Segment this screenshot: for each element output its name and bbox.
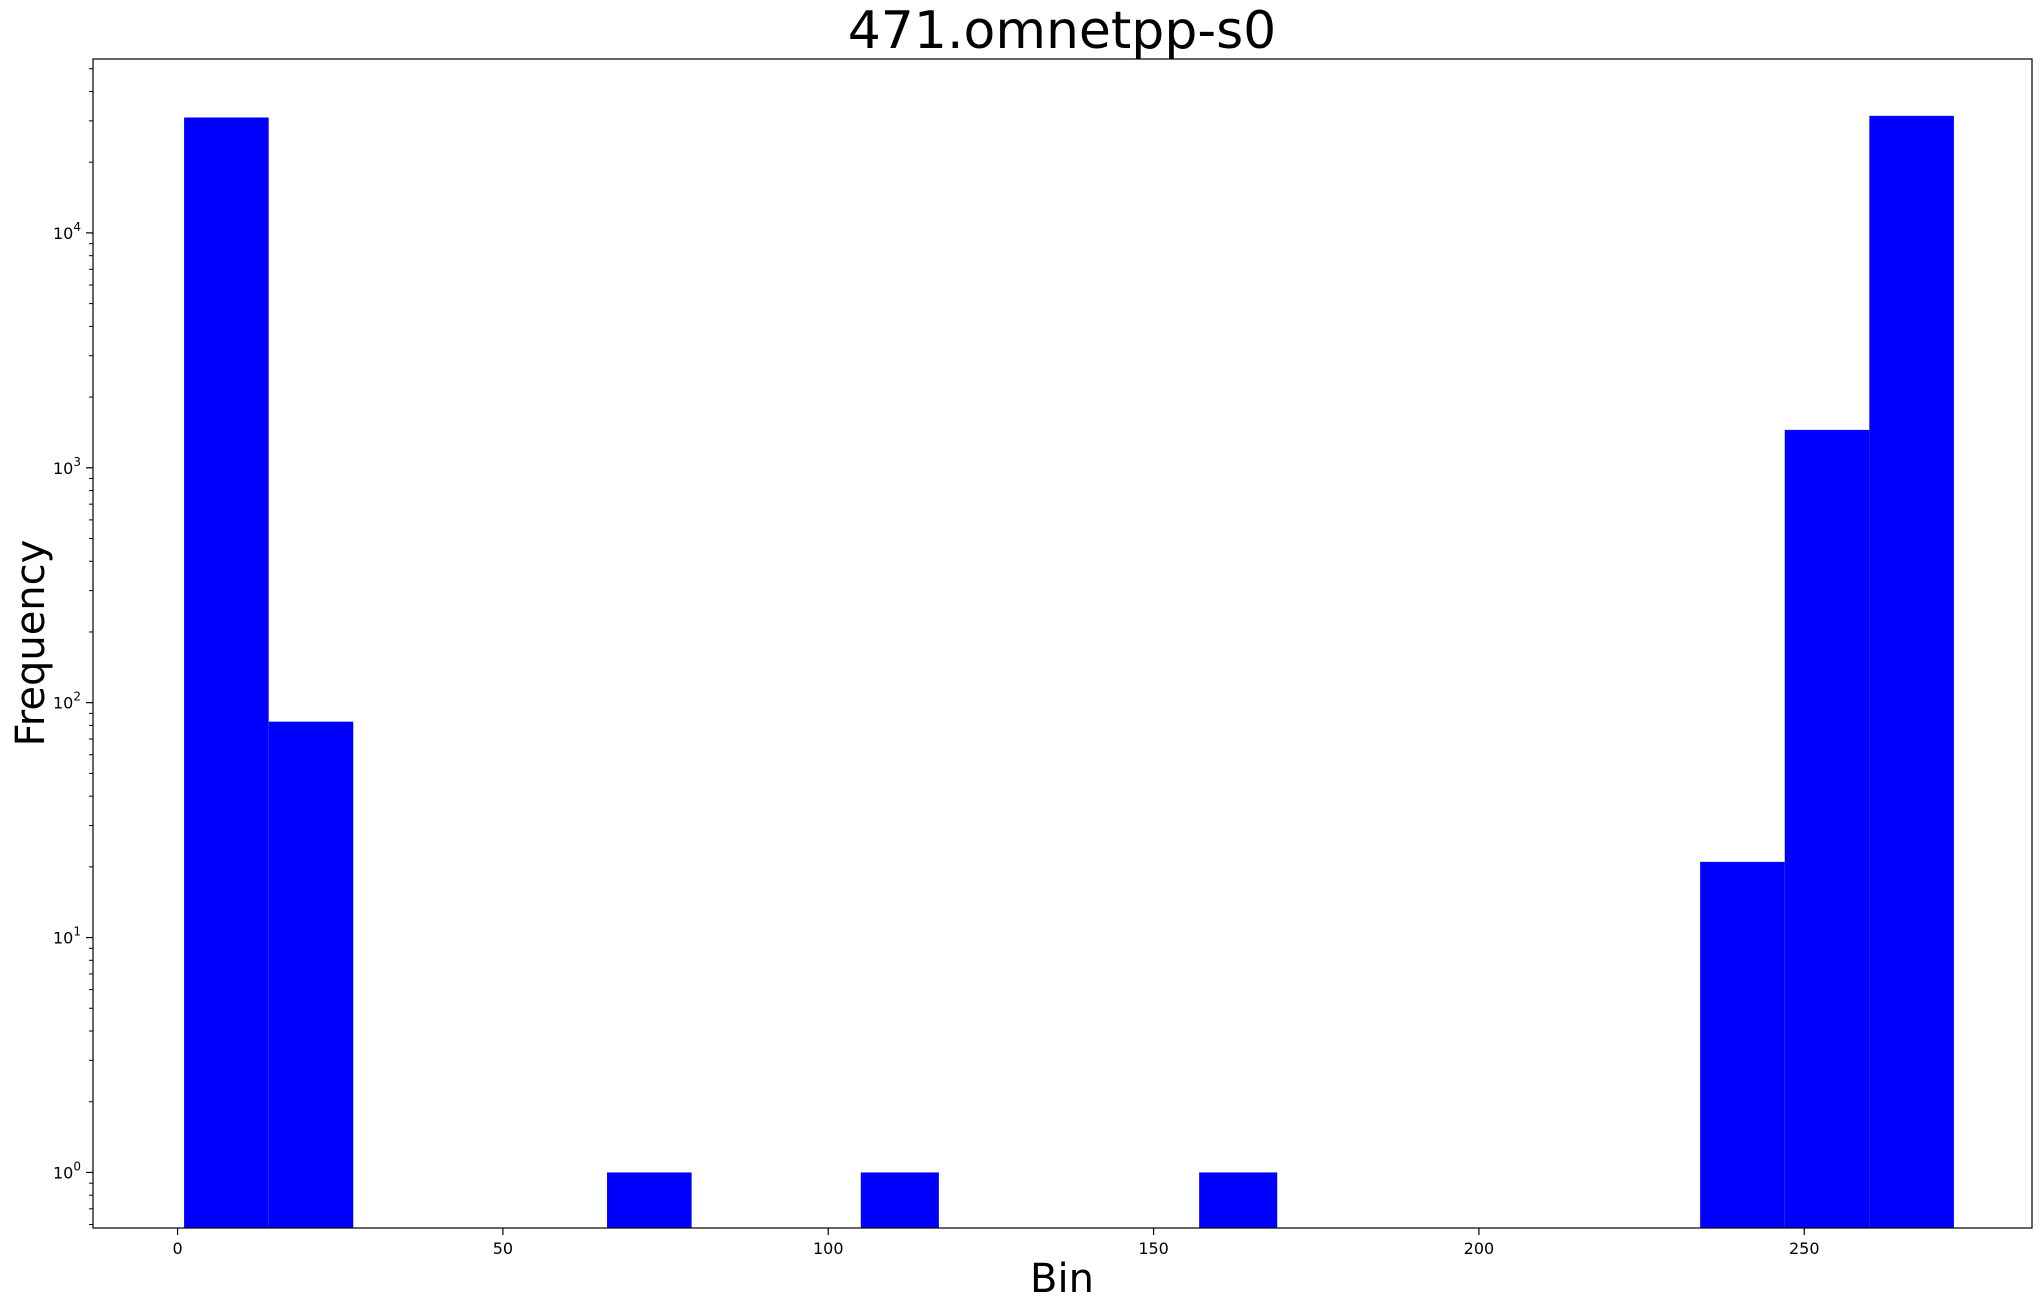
x-tick-label-1: 50 [493, 1239, 513, 1258]
bar-0 [184, 117, 269, 1229]
chart-title: 471.omnetpp-s0 [848, 1, 1277, 61]
bar-1 [268, 721, 354, 1228]
bar-7 [1869, 115, 1954, 1229]
bars-group [184, 115, 1954, 1229]
x-axis-label: Bin [1030, 1256, 1094, 1302]
bar-3 [860, 1172, 939, 1228]
y-tick-label-0: 100 [53, 1159, 81, 1182]
y-tick-label-4: 104 [53, 220, 81, 243]
y-axis-label: Frequency [8, 540, 54, 747]
x-tick-label-5: 250 [1789, 1239, 1820, 1258]
y-axis-ticks: 100 101 102 103 104 [53, 220, 93, 1182]
x-tick-label-3: 150 [1138, 1239, 1169, 1258]
y-tick-label-2: 102 [53, 690, 81, 713]
x-axis-ticks: 0 50 100 150 200 250 [172, 1228, 1820, 1258]
plot-frame [92, 58, 2033, 1229]
x-tick-label-0: 0 [172, 1239, 182, 1258]
y-minor-ticks [89, 68, 93, 1226]
bar-4 [1199, 1172, 1278, 1228]
y-tick-label-3: 103 [53, 455, 81, 478]
bar-6 [1784, 429, 1870, 1228]
bar-5 [1700, 861, 1785, 1228]
x-tick-label-2: 100 [813, 1239, 844, 1258]
x-tick-label-4: 200 [1464, 1239, 1495, 1258]
bar-2 [607, 1172, 692, 1228]
y-tick-label-1: 101 [53, 925, 81, 948]
